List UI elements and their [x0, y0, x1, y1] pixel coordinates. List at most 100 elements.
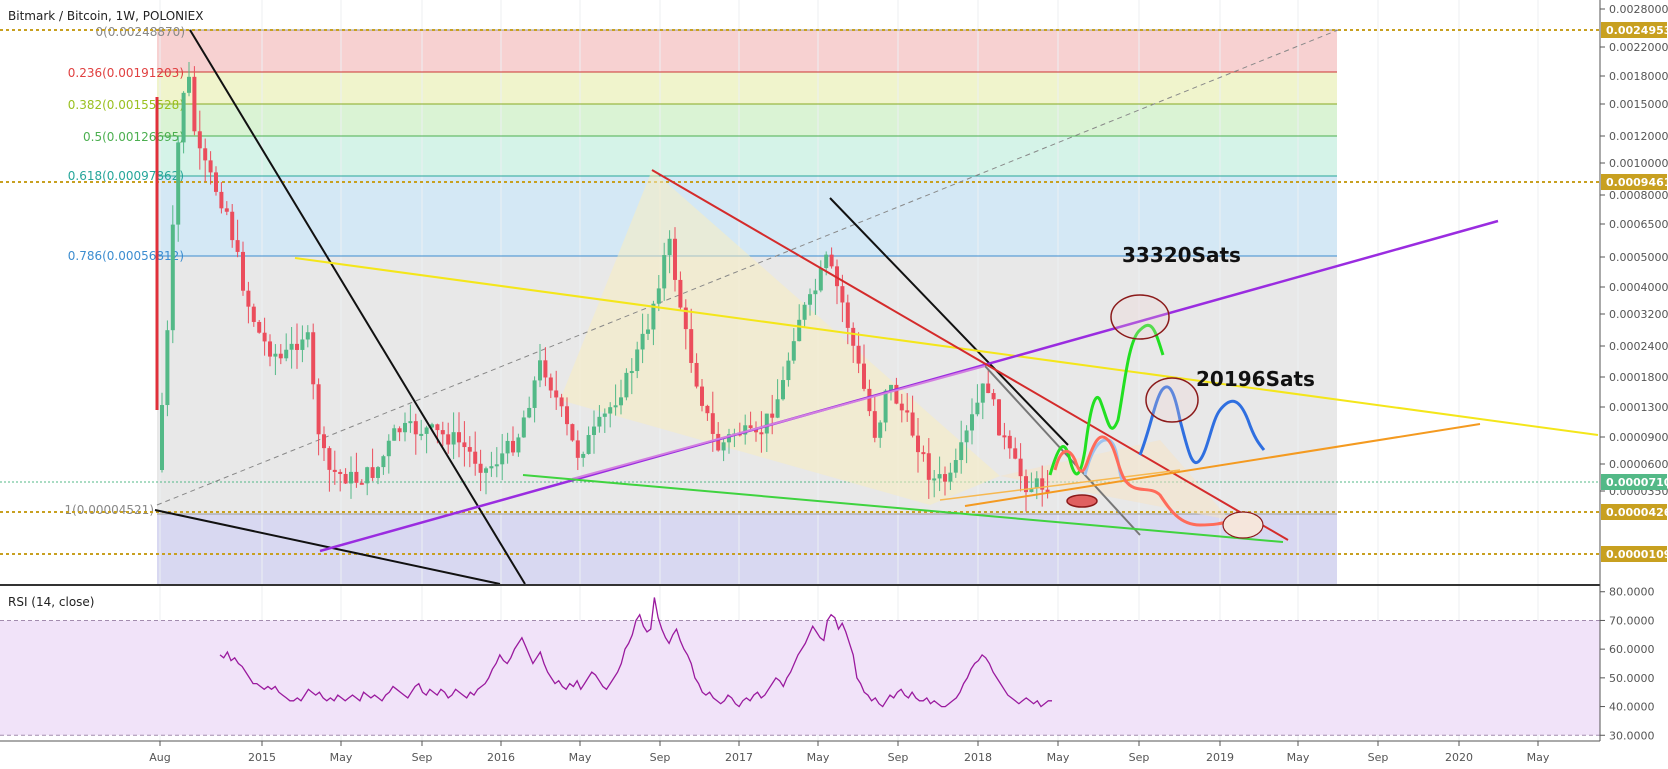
- candle-body: [872, 411, 877, 438]
- candle-body: [278, 353, 283, 359]
- rsi-label: RSI (14, close): [8, 595, 94, 609]
- rsi-tick-label: 70.0000: [1609, 614, 1655, 627]
- time-tick-label: 2018: [964, 751, 992, 764]
- candle-body: [926, 453, 931, 480]
- candle-body: [835, 266, 839, 287]
- trendline-pink: [571, 365, 986, 480]
- time-axis-ticks: Aug 2015 May Sep 2016 May Sep 2017 May Sep 2018 May…: [149, 741, 1550, 764]
- candle-body: [743, 425, 748, 435]
- trendline-black-1: [189, 29, 526, 585]
- projection-blue: [1138, 385, 1266, 464]
- target-ellipse-bottom: [1222, 511, 1264, 539]
- candle-body: [500, 453, 505, 465]
- time-tick-label: May: [807, 751, 830, 764]
- candle-body: [721, 442, 726, 451]
- candle-body: [392, 428, 397, 441]
- candle-body: [160, 405, 164, 470]
- candle-body: [413, 421, 418, 435]
- candle-body: [1029, 487, 1034, 493]
- time-tick-label: 2015: [248, 751, 276, 764]
- callout-20196sats: 20196Sats: [1196, 367, 1315, 391]
- candle-body: [829, 254, 834, 267]
- time-axis[interactable]: [0, 741, 1668, 769]
- candle-body: [311, 332, 316, 385]
- candle-body: [754, 428, 758, 433]
- candle-body: [224, 208, 229, 212]
- target-ellipse-top: [1110, 294, 1170, 340]
- candle-body: [214, 172, 218, 192]
- rsi-axis-ticks: 80.0000 70.0000 60.0000 50.0000 40.0000 30.00…: [1600, 586, 1655, 742]
- candle-body: [349, 471, 353, 484]
- candle-body: [640, 333, 645, 350]
- candle-body: [867, 388, 872, 412]
- candle-body: [592, 426, 596, 436]
- target-ellipse-low: [1066, 494, 1098, 508]
- price-badge-label: 0.00004262: [1606, 506, 1668, 519]
- candle-body: [430, 424, 434, 428]
- candle-body: [575, 440, 580, 458]
- candle-body: [953, 460, 958, 473]
- fib-band-extension: [157, 514, 1337, 584]
- candle-body: [764, 413, 769, 434]
- chart-title: Bitmark / Bitcoin, 1W, POLONIEX: [8, 9, 203, 23]
- candle-body: [446, 434, 451, 445]
- candle-body: [354, 471, 359, 483]
- candle-body: [824, 254, 829, 269]
- candle-body: [473, 451, 478, 464]
- candle-body: [894, 384, 899, 404]
- candle-body: [170, 224, 175, 331]
- candle-body: [781, 380, 785, 400]
- candle-body: [770, 413, 775, 418]
- trendline-black-3: [829, 197, 1069, 446]
- price-badges: 0.00249537 0.00094619 0.00007101 0.00004262…: [1601, 22, 1668, 562]
- candle-body: [716, 433, 721, 451]
- candle-body: [624, 372, 629, 398]
- candle-body: [840, 286, 845, 303]
- fib-band-0: [157, 30, 1337, 72]
- trendline-black-2: [154, 509, 501, 585]
- candle-body: [505, 440, 510, 454]
- fib-label-618: 0.618(0.00097862): [68, 169, 184, 183]
- candle-body: [511, 440, 515, 453]
- candle-body: [235, 240, 240, 252]
- candle-body: [467, 447, 472, 452]
- candle-body: [241, 251, 245, 291]
- fib-band-236: [157, 72, 1337, 104]
- candle-body: [268, 341, 272, 357]
- price-badge: [1601, 22, 1667, 38]
- time-tick-label: Aug: [149, 751, 170, 764]
- time-tick-label: May: [1527, 751, 1550, 764]
- price-axis[interactable]: [1600, 0, 1668, 769]
- trendline-grey: [984, 365, 1141, 536]
- candle-body: [986, 383, 991, 394]
- candle-body: [381, 456, 386, 468]
- candle-body: [192, 76, 197, 132]
- fib-labels: 0(0.00248870) 0.236(0.00191203) 0.382(0.…: [64, 25, 185, 517]
- candle-body: [775, 399, 780, 418]
- candle-body: [608, 407, 613, 414]
- fib-label-1: 1(0.00004521): [64, 503, 154, 517]
- candle-body: [257, 321, 262, 333]
- candle-body: [791, 341, 796, 361]
- candle-body: [408, 421, 413, 424]
- candle-body: [727, 434, 731, 443]
- candle-body: [484, 468, 488, 473]
- fib-bands: [157, 30, 1337, 584]
- time-tick-label: Sep: [650, 751, 671, 764]
- rsi-tick-label: 30.0000: [1609, 729, 1655, 742]
- candle-body: [548, 377, 553, 391]
- time-tick-label: Sep: [412, 751, 433, 764]
- price-badge-label: 0.00249537: [1606, 24, 1668, 37]
- candle-body: [338, 471, 343, 474]
- candle-body: [327, 448, 332, 470]
- candle-body: [705, 405, 710, 414]
- candle-body: [786, 360, 791, 381]
- candle-body: [451, 432, 456, 445]
- candle-body: [435, 424, 440, 431]
- candle-body: [948, 472, 953, 482]
